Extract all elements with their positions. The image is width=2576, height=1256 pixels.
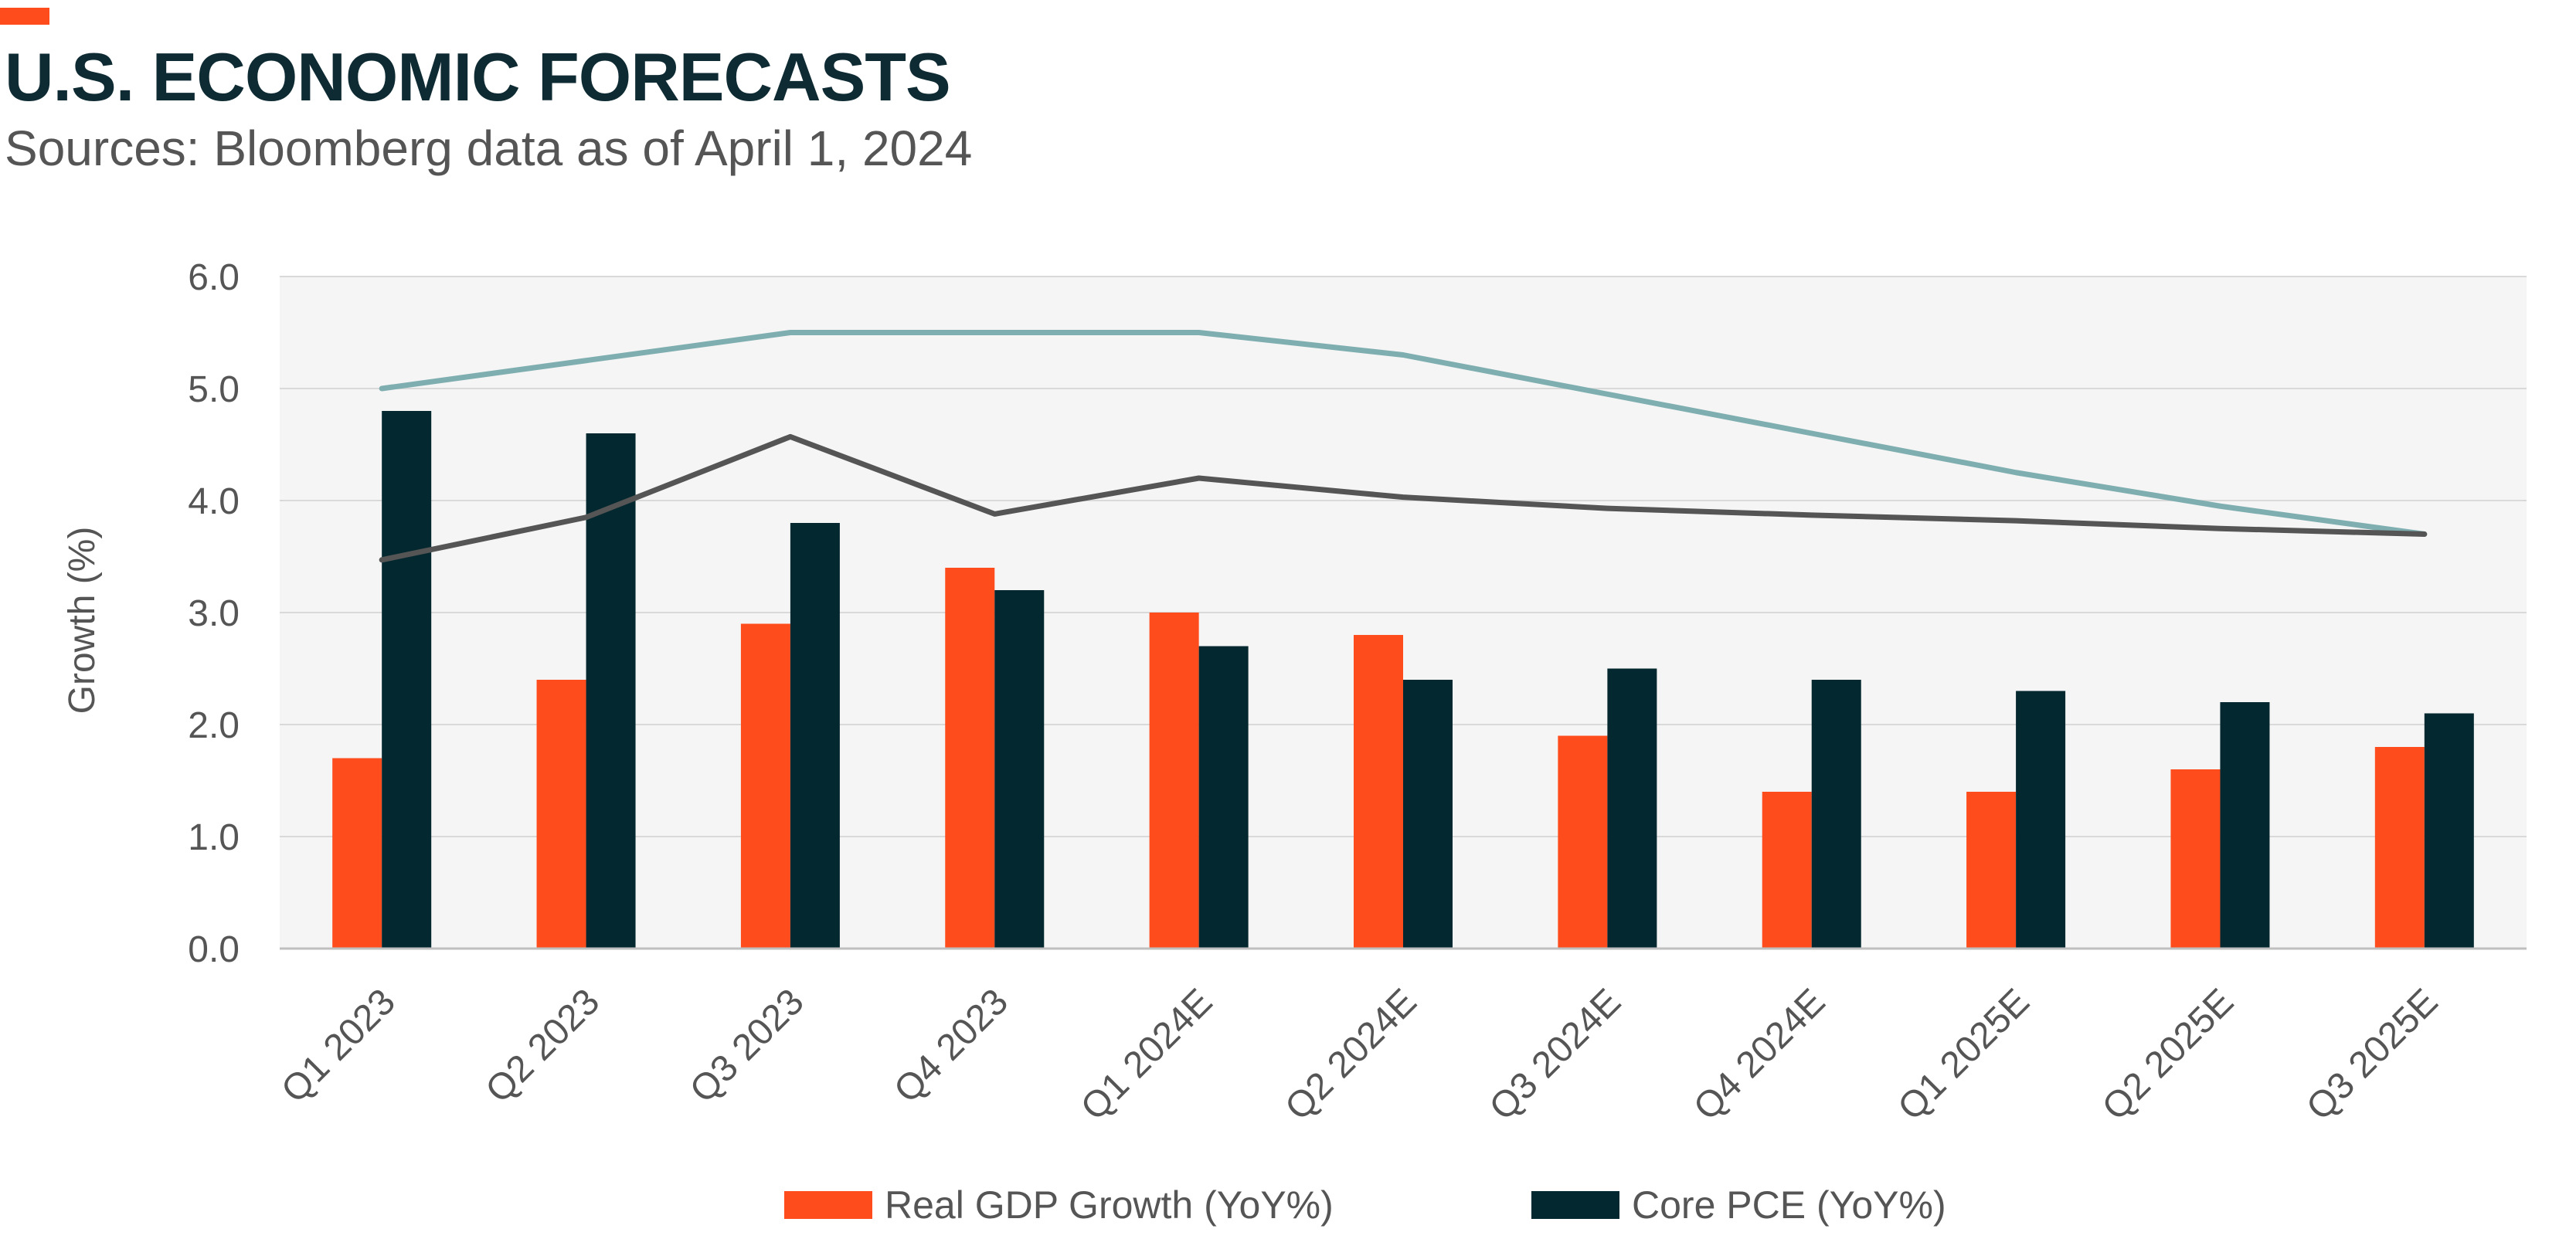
x-axis-ticks: Q1 2023 Q2 2023 Q3 2023 Q4 2023 Q1 2024E Q2 2… bbox=[274, 981, 2445, 1128]
y-tick-label: 5.0 bbox=[188, 369, 240, 410]
legend-item-gdp: Real GDP Growth (YoY%) bbox=[784, 1182, 1334, 1228]
x-tick-label: Q1 2024E bbox=[1073, 981, 1220, 1128]
pce-bar bbox=[1403, 680, 1453, 949]
x-tick-label: Q1 2025E bbox=[1891, 981, 2037, 1128]
y-tick-label: 2.0 bbox=[188, 705, 240, 746]
gdp-bar bbox=[536, 680, 586, 949]
gdp-bar bbox=[332, 758, 382, 949]
gdp-bar bbox=[945, 568, 995, 949]
pce-bar bbox=[790, 523, 840, 949]
x-tick-label: Q3 2025E bbox=[2299, 981, 2445, 1128]
pce-bar bbox=[382, 411, 432, 949]
pce-bar bbox=[1607, 668, 1657, 949]
y-tick-label: 0.0 bbox=[188, 929, 240, 970]
gdp-bar bbox=[1354, 635, 1403, 949]
y-axis-ticks: 0.0 1.0 2.0 3.0 4.0 5.0 6.0 bbox=[188, 257, 240, 970]
y-tick-label: 1.0 bbox=[188, 817, 240, 858]
light-series-line bbox=[379, 330, 2428, 537]
y-tick-label: 6.0 bbox=[188, 257, 240, 298]
legend-label-pce: Core PCE (YoY%) bbox=[1632, 1183, 1946, 1227]
x-tick-label: Q1 2023 bbox=[274, 981, 403, 1111]
accent-bar bbox=[0, 8, 49, 25]
gdp-bar bbox=[1149, 613, 1199, 949]
legend-swatch-pce bbox=[1531, 1191, 1619, 1219]
chart-title: U.S. ECONOMIC FORECASTS bbox=[5, 39, 951, 115]
bars bbox=[332, 411, 2474, 949]
gdp-bar bbox=[740, 623, 790, 949]
y-axis-label: Growth (%) bbox=[62, 527, 103, 715]
gdp-bar bbox=[1762, 792, 1812, 949]
y-tick-label: 3.0 bbox=[188, 593, 240, 634]
pce-bar bbox=[1198, 646, 1249, 949]
x-tick-label: Q4 2024E bbox=[1686, 981, 1833, 1128]
x-tick-label: Q2 2024E bbox=[1277, 981, 1424, 1128]
pce-bar bbox=[1811, 680, 1861, 949]
pce-bar bbox=[2220, 702, 2270, 949]
y-tick-label: 4.0 bbox=[188, 481, 240, 522]
pce-bar bbox=[586, 433, 636, 949]
x-tick-label: Q2 2025E bbox=[2095, 981, 2241, 1128]
gdp-bar bbox=[1558, 735, 1608, 949]
legend-label-gdp: Real GDP Growth (YoY%) bbox=[885, 1183, 1334, 1227]
x-tick-label: Q3 2023 bbox=[682, 981, 812, 1111]
legend-swatch-gdp bbox=[784, 1191, 872, 1219]
dark-series-line bbox=[379, 433, 2428, 563]
gdp-bar bbox=[2374, 747, 2425, 949]
pce-bar bbox=[2424, 713, 2474, 949]
x-tick-label: Q3 2024E bbox=[1482, 981, 1629, 1128]
x-tick-label: Q2 2023 bbox=[478, 981, 608, 1111]
pce-bar bbox=[994, 590, 1045, 949]
gdp-bar bbox=[2170, 769, 2221, 949]
chart-subtitle: Sources: Bloomberg data as of April 1, 2… bbox=[5, 121, 973, 176]
x-tick-label: Q4 2023 bbox=[886, 981, 1016, 1111]
lines bbox=[379, 330, 2428, 563]
pce-bar bbox=[2016, 691, 2066, 949]
legend-item-pce: Core PCE (YoY%) bbox=[1531, 1182, 1946, 1228]
gdp-bar bbox=[1966, 792, 2017, 949]
